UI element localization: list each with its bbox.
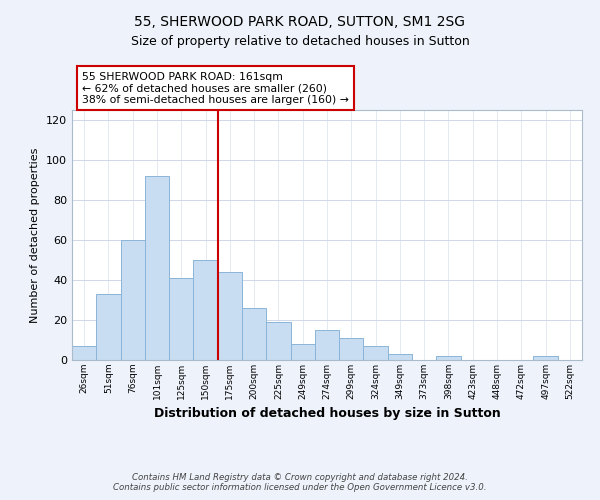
Text: 55, SHERWOOD PARK ROAD, SUTTON, SM1 2SG: 55, SHERWOOD PARK ROAD, SUTTON, SM1 2SG: [134, 15, 466, 29]
Bar: [193, 260, 218, 360]
X-axis label: Distribution of detached houses by size in Sutton: Distribution of detached houses by size …: [154, 408, 500, 420]
Bar: [242, 308, 266, 360]
Text: Size of property relative to detached houses in Sutton: Size of property relative to detached ho…: [131, 35, 469, 48]
Bar: [96, 294, 121, 360]
Bar: [364, 346, 388, 360]
Y-axis label: Number of detached properties: Number of detached properties: [31, 148, 40, 322]
Bar: [72, 346, 96, 360]
Bar: [388, 354, 412, 360]
Bar: [121, 240, 145, 360]
Bar: [315, 330, 339, 360]
Bar: [169, 278, 193, 360]
Text: 55 SHERWOOD PARK ROAD: 161sqm
← 62% of detached houses are smaller (260)
38% of : 55 SHERWOOD PARK ROAD: 161sqm ← 62% of d…: [82, 72, 349, 105]
Bar: [290, 344, 315, 360]
Bar: [436, 356, 461, 360]
Bar: [218, 272, 242, 360]
Bar: [145, 176, 169, 360]
Bar: [339, 338, 364, 360]
Bar: [533, 356, 558, 360]
Text: Contains HM Land Registry data © Crown copyright and database right 2024.
Contai: Contains HM Land Registry data © Crown c…: [113, 473, 487, 492]
Bar: [266, 322, 290, 360]
